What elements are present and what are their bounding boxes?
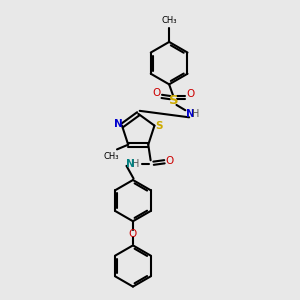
Text: O: O — [187, 89, 195, 99]
Text: O: O — [152, 88, 160, 98]
Text: CH₃: CH₃ — [104, 152, 119, 161]
Text: N: N — [126, 159, 135, 169]
Text: S: S — [169, 94, 178, 107]
Text: S: S — [155, 121, 162, 130]
Text: N: N — [186, 109, 195, 119]
Text: O: O — [129, 229, 137, 238]
Text: O: O — [166, 157, 174, 166]
Text: CH₃: CH₃ — [161, 16, 177, 25]
Text: H: H — [132, 159, 140, 169]
Text: H: H — [192, 110, 200, 119]
Text: N: N — [114, 119, 123, 129]
